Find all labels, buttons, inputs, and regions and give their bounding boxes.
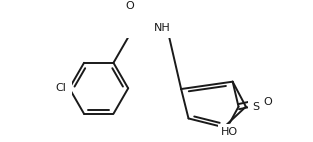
Text: O: O [125, 1, 134, 11]
Text: Cl: Cl [55, 83, 66, 93]
Text: S: S [252, 102, 259, 112]
Text: HO: HO [221, 127, 238, 137]
Text: NH: NH [154, 23, 170, 33]
Text: O: O [264, 97, 272, 107]
